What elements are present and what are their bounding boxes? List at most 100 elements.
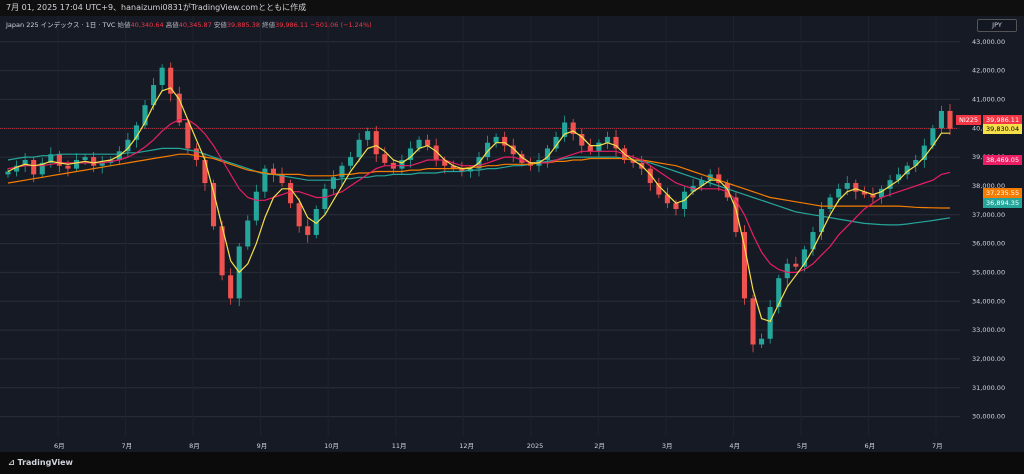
candle-body — [801, 249, 807, 267]
candle-body — [82, 157, 88, 160]
x-tick-label: 12月 — [459, 442, 474, 450]
candle-body — [544, 148, 551, 160]
candle-body — [91, 157, 97, 166]
ma-mid-line — [7, 118, 951, 273]
candle-body — [168, 67, 174, 94]
candle-body — [39, 162, 45, 175]
footer-bar: ⊿ TradingView — [0, 452, 1024, 474]
y-tick-label: 33,000.00 — [972, 326, 1005, 334]
candle-body — [14, 165, 20, 172]
candle-body — [913, 159, 919, 166]
candle-body — [313, 208, 319, 235]
ma-slow-tag: 37,235.55 — [983, 188, 1023, 198]
candle-body — [373, 131, 379, 155]
ma-slow-line — [7, 153, 950, 209]
candle-body — [459, 168, 465, 172]
candle-body — [750, 298, 756, 345]
candle-body — [896, 174, 902, 181]
candle-body — [510, 145, 516, 155]
candle-body — [947, 110, 953, 129]
candle-body — [425, 139, 431, 146]
last-price-tag: 39,986.11 — [983, 115, 1023, 125]
candle-body — [365, 131, 371, 140]
candle-body — [741, 232, 748, 299]
y-tick-label: 31,000.00 — [972, 384, 1005, 392]
chart-area[interactable]: 30,000.00 31,000.00 32,000.00 33,000.00 34,0… — [0, 16, 1024, 452]
candle-body — [322, 188, 328, 209]
candle-body — [553, 136, 559, 149]
candle-body — [930, 128, 936, 146]
y-tick-label: 30,000.00 — [972, 413, 1005, 421]
candle-body — [288, 183, 294, 204]
close-label: 終値 — [262, 21, 276, 29]
candle-body — [356, 139, 362, 158]
candle-body — [570, 122, 576, 135]
ma-mid-tag: 38,469.05 — [983, 155, 1023, 165]
candle-body — [733, 197, 739, 233]
candle-body — [519, 154, 525, 163]
candle-body — [562, 122, 568, 137]
candle-body — [305, 226, 311, 235]
x-tick-label: 11月 — [392, 442, 407, 450]
y-tick-label: 37,000.00 — [972, 211, 1005, 219]
candle-body — [176, 93, 182, 123]
candle-body — [407, 148, 414, 160]
candle-body — [793, 263, 799, 267]
y-tick-label: 42,000.00 — [972, 67, 1005, 75]
x-tick-label: 5月 — [797, 442, 808, 450]
ma-long-tag: 36,894.35 — [983, 198, 1023, 208]
symbol-name: Japan 225 インデックス · 1日 · TVC — [6, 21, 116, 29]
candle-body — [502, 136, 508, 146]
candle-body — [442, 159, 448, 166]
price-chart[interactable]: 30,000.00 31,000.00 32,000.00 33,000.00 34,0… — [0, 16, 1024, 452]
x-tick-label: 8月 — [189, 442, 200, 450]
candle-body — [151, 85, 157, 106]
y-tick-label: 43,000.00 — [972, 38, 1005, 46]
x-tick-label: 10月 — [324, 442, 339, 450]
y-tick-label: 35,000.00 — [972, 268, 1005, 276]
candle-body — [142, 105, 148, 126]
candle-body — [579, 134, 585, 146]
candle-body — [133, 125, 140, 140]
open-label: 始値 — [117, 21, 131, 29]
y-tick-label: 32,000.00 — [972, 355, 1005, 363]
tradingview-logo[interactable]: ⊿ TradingView — [8, 458, 73, 467]
candle-body — [810, 232, 816, 250]
candle-body — [716, 174, 722, 184]
candle-body — [48, 154, 54, 163]
candle-body — [587, 145, 593, 152]
x-tick-label: 6月 — [54, 442, 65, 450]
ma-fast-line — [7, 87, 950, 323]
candle-body — [125, 139, 131, 152]
candle-body — [767, 307, 773, 339]
candle-body — [938, 110, 944, 129]
y-tick-label: 38,000.00 — [972, 182, 1005, 190]
candle-body — [861, 191, 867, 195]
candle-body — [818, 208, 825, 233]
candle-body — [31, 159, 37, 175]
x-tick-label: 7月 — [122, 442, 133, 450]
candle-body — [887, 180, 893, 189]
candle-body — [382, 154, 388, 163]
candle-body — [759, 338, 765, 345]
currency-button[interactable]: JPY — [977, 19, 1017, 32]
y-tick-label: 36,000.00 — [972, 240, 1005, 248]
candle-body — [347, 157, 354, 166]
candle-body — [870, 194, 876, 198]
candle-body — [73, 159, 80, 169]
low-value: 39,885.38 — [226, 21, 260, 29]
candle-body — [330, 177, 336, 189]
candle-body — [245, 220, 251, 247]
candle-body — [664, 194, 670, 204]
candle-body — [253, 191, 259, 221]
x-tick-label: 3月 — [662, 442, 673, 450]
candle-body — [656, 183, 662, 195]
candle-body — [416, 139, 422, 149]
ma-long-line — [7, 147, 951, 226]
symbol-tag: NI225 — [956, 115, 982, 125]
y-tick-label: 34,000.00 — [972, 297, 1005, 305]
candle-body — [193, 148, 199, 160]
x-tick-label: 7月 — [932, 442, 943, 450]
candle-body — [56, 154, 62, 166]
header-text: 7月 01, 2025 17:04 UTC+9、hanaizumi0831がTr… — [6, 3, 307, 12]
